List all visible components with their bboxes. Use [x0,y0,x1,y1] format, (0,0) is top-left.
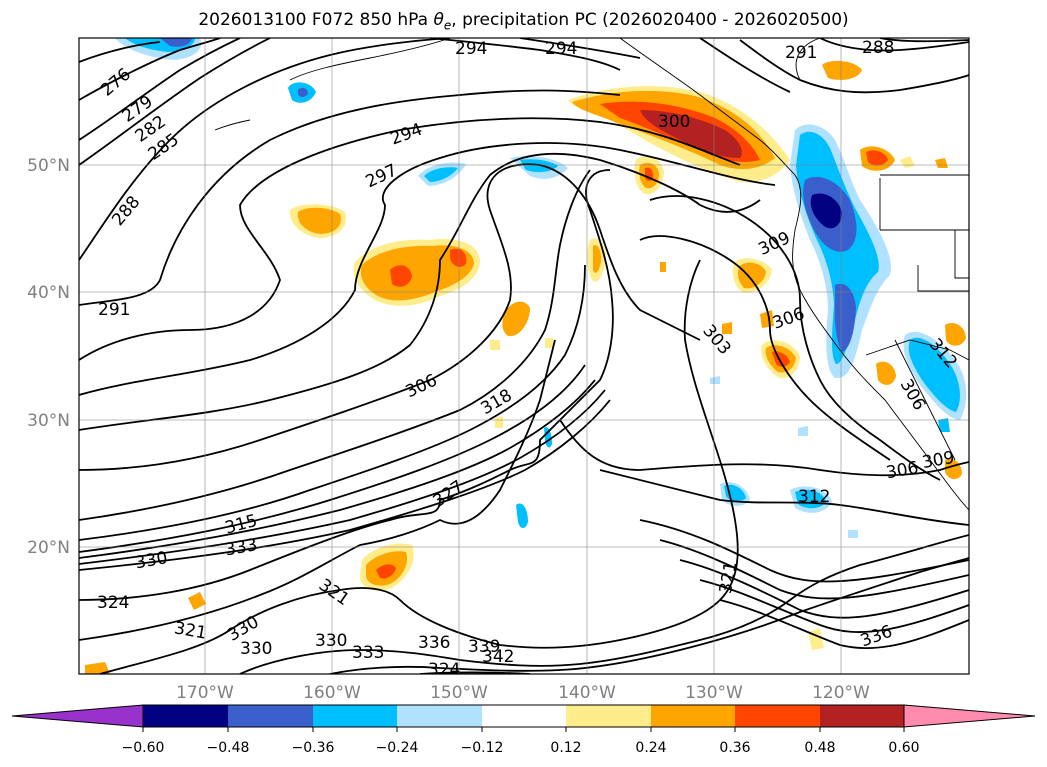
contour-label: 324 [97,593,129,613]
plot-frame [78,37,970,675]
contour-label: 330 [315,631,347,651]
lat-tick-label: 20°N [27,538,70,558]
colorbar-tick-label: −0.36 [292,740,335,756]
contour-label: 333 [352,643,384,663]
lon-tick-label: 120°W [812,683,870,703]
contour-label: 291 [98,300,130,320]
colorbar-tick-label: 0.36 [719,740,750,756]
colorbar-segment [143,705,228,727]
figure-title: 2026013100 F072 850 hPa θe, precipitatio… [198,10,849,33]
coastlines [214,38,969,511]
colorbar-segment [313,705,397,727]
contour-label: 339 [468,637,500,657]
contour-label: 291 [785,43,817,63]
colorbar-tick-label: 0.60 [888,740,919,756]
lat-axis: 50°N 40°N 30°N 20°N [27,156,70,558]
colorbar-segment [228,705,313,727]
contour-label: 336 [418,633,450,653]
colorbar-tick-label: 0.12 [550,740,581,756]
colorbar-tick-label: −0.12 [461,740,504,756]
lon-tick-label: 140°W [558,683,616,703]
precip-shading [85,38,967,674]
lat-tick-label: 50°N [27,156,70,176]
contour-label: 330 [240,639,272,659]
lon-tick-label: 130°W [685,683,743,703]
colorbar-segment [482,705,566,727]
colorbar-tick-label: −0.24 [376,740,419,756]
colorbar-tick-label: −0.60 [122,740,165,756]
colorbar-segment [651,705,735,727]
lon-tick-label: 150°W [430,683,488,703]
colorbar-segment [820,705,904,727]
colorbar: −0.60 −0.48 −0.36 −0.24 −0.12 0.12 0.24 … [11,704,1036,756]
contour-label: 324 [428,660,460,680]
colorbar-tick-label: −0.48 [207,740,250,756]
lon-tick-label: 170°W [176,683,234,703]
lat-tick-label: 40°N [27,283,70,303]
colorbar-tick-label: 0.48 [804,740,835,756]
colorbar-segment [397,705,482,727]
lon-tick-label: 160°W [303,683,361,703]
contour-label: 312 [798,487,830,507]
lon-axis: 170°W 160°W 150°W 140°W 130°W 120°W [176,683,870,703]
contour-label: 300 [658,112,690,132]
grid-lines [79,38,969,674]
colorbar-segment [566,705,651,727]
theta-e-contours [79,38,969,674]
lat-tick-label: 30°N [27,411,70,431]
colorbar-extend-low [11,704,144,728]
colorbar-tick-label: 0.24 [635,740,666,756]
contour-label: 288 [862,38,894,58]
colorbar-extend-high [903,704,1036,728]
contour-label: 294 [455,39,487,59]
contour-label: 294 [545,39,577,59]
contour-label: 342 [482,647,514,667]
colorbar-segment [735,705,820,727]
